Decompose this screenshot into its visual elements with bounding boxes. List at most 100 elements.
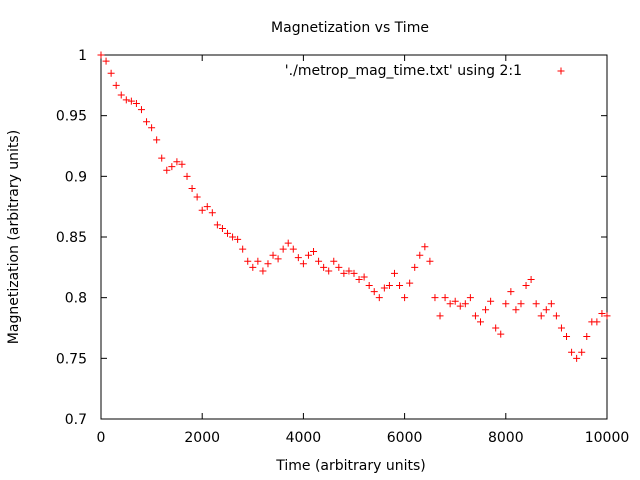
x-tick-label: 2000 bbox=[184, 430, 220, 446]
data-point bbox=[345, 267, 353, 275]
data-point bbox=[583, 332, 591, 340]
data-point bbox=[299, 260, 307, 268]
data-point bbox=[168, 163, 176, 171]
data-point bbox=[502, 300, 510, 308]
data-point bbox=[148, 124, 156, 132]
data-point bbox=[213, 221, 221, 229]
data-point bbox=[396, 282, 404, 290]
x-tick-label: 4000 bbox=[286, 430, 322, 446]
data-point bbox=[264, 260, 272, 268]
data-point bbox=[198, 206, 206, 214]
y-tick-label: 0.75 bbox=[56, 351, 87, 367]
data-point bbox=[517, 300, 525, 308]
data-point bbox=[598, 309, 606, 317]
data-point bbox=[254, 257, 262, 265]
data-point bbox=[183, 172, 191, 180]
data-point bbox=[542, 306, 550, 314]
data-point bbox=[441, 294, 449, 302]
data-point bbox=[507, 288, 515, 296]
data-point bbox=[234, 235, 242, 243]
data-point bbox=[289, 245, 297, 253]
data-point bbox=[203, 203, 211, 211]
data-point bbox=[107, 69, 115, 77]
data-point bbox=[279, 245, 287, 253]
data-point bbox=[122, 96, 130, 104]
data-point bbox=[304, 251, 312, 259]
data-point bbox=[446, 300, 454, 308]
data-point bbox=[527, 275, 535, 283]
y-tick-label: 0.95 bbox=[56, 109, 87, 125]
data-point bbox=[325, 267, 333, 275]
data-point bbox=[224, 229, 231, 237]
data-point bbox=[461, 300, 469, 308]
y-tick-label: 0.7 bbox=[65, 412, 87, 428]
data-point bbox=[193, 193, 201, 201]
data-point bbox=[563, 332, 571, 340]
data-point bbox=[522, 282, 530, 290]
data-point bbox=[365, 282, 373, 290]
data-point bbox=[127, 97, 135, 105]
data-point bbox=[370, 288, 378, 296]
data-point bbox=[552, 312, 560, 320]
data-point bbox=[178, 160, 186, 168]
data-point bbox=[411, 263, 419, 271]
data-point bbox=[385, 282, 393, 290]
data-point bbox=[350, 269, 358, 277]
axes-layer bbox=[100, 54, 608, 420]
data-point bbox=[229, 233, 237, 241]
legend-marker-symbol bbox=[557, 67, 565, 75]
x-tick-label: 8000 bbox=[488, 430, 524, 446]
data-point bbox=[487, 297, 495, 305]
data-point bbox=[380, 284, 388, 292]
data-point bbox=[269, 251, 277, 259]
data-point bbox=[158, 154, 166, 162]
data-point bbox=[340, 269, 348, 277]
y-tick-label: 0.9 bbox=[65, 169, 87, 185]
data-point bbox=[259, 267, 267, 275]
data-point bbox=[497, 330, 505, 338]
data-point bbox=[188, 184, 196, 192]
data-point bbox=[249, 263, 257, 271]
data-point bbox=[451, 297, 459, 305]
data-point bbox=[102, 57, 110, 65]
data-point bbox=[568, 348, 576, 356]
data-point bbox=[315, 257, 323, 265]
y-tick-label: 0.8 bbox=[65, 291, 87, 307]
x-tick-label: 0 bbox=[97, 430, 106, 446]
data-point bbox=[117, 91, 125, 99]
data-point bbox=[421, 243, 429, 251]
data-point bbox=[137, 106, 145, 114]
ticks-layer: 0 2000 4000 6000 8000 10000 0.7 0.75 0.8 0.85 0.9 0… bbox=[56, 48, 629, 446]
data-point bbox=[573, 354, 581, 362]
data-point bbox=[335, 263, 343, 271]
x-tick-label: 10000 bbox=[585, 430, 630, 446]
data-point bbox=[153, 136, 161, 144]
data-point bbox=[593, 318, 601, 326]
data-point bbox=[274, 255, 282, 263]
data-point bbox=[401, 294, 409, 302]
data-point bbox=[466, 294, 474, 302]
data-point bbox=[603, 312, 611, 320]
data-point bbox=[239, 245, 247, 253]
data-point bbox=[406, 279, 414, 287]
data-point bbox=[390, 269, 398, 277]
data-point bbox=[143, 118, 151, 126]
data-point bbox=[132, 100, 140, 108]
data-point bbox=[416, 251, 424, 259]
data-point bbox=[578, 348, 586, 356]
plot-frame bbox=[100, 54, 608, 420]
data-point bbox=[244, 257, 252, 265]
legend-marker bbox=[557, 67, 565, 75]
data-point bbox=[97, 51, 105, 59]
data-point bbox=[482, 306, 490, 314]
data-point bbox=[471, 312, 479, 320]
data-point bbox=[218, 225, 226, 233]
data-point bbox=[284, 239, 292, 247]
data-point bbox=[173, 158, 181, 166]
data-points bbox=[97, 51, 611, 362]
data-point bbox=[294, 254, 302, 262]
data-point bbox=[492, 324, 500, 332]
data-point bbox=[163, 166, 171, 174]
legend-label: './metrop_mag_time.txt' using 2:1 bbox=[285, 63, 522, 79]
